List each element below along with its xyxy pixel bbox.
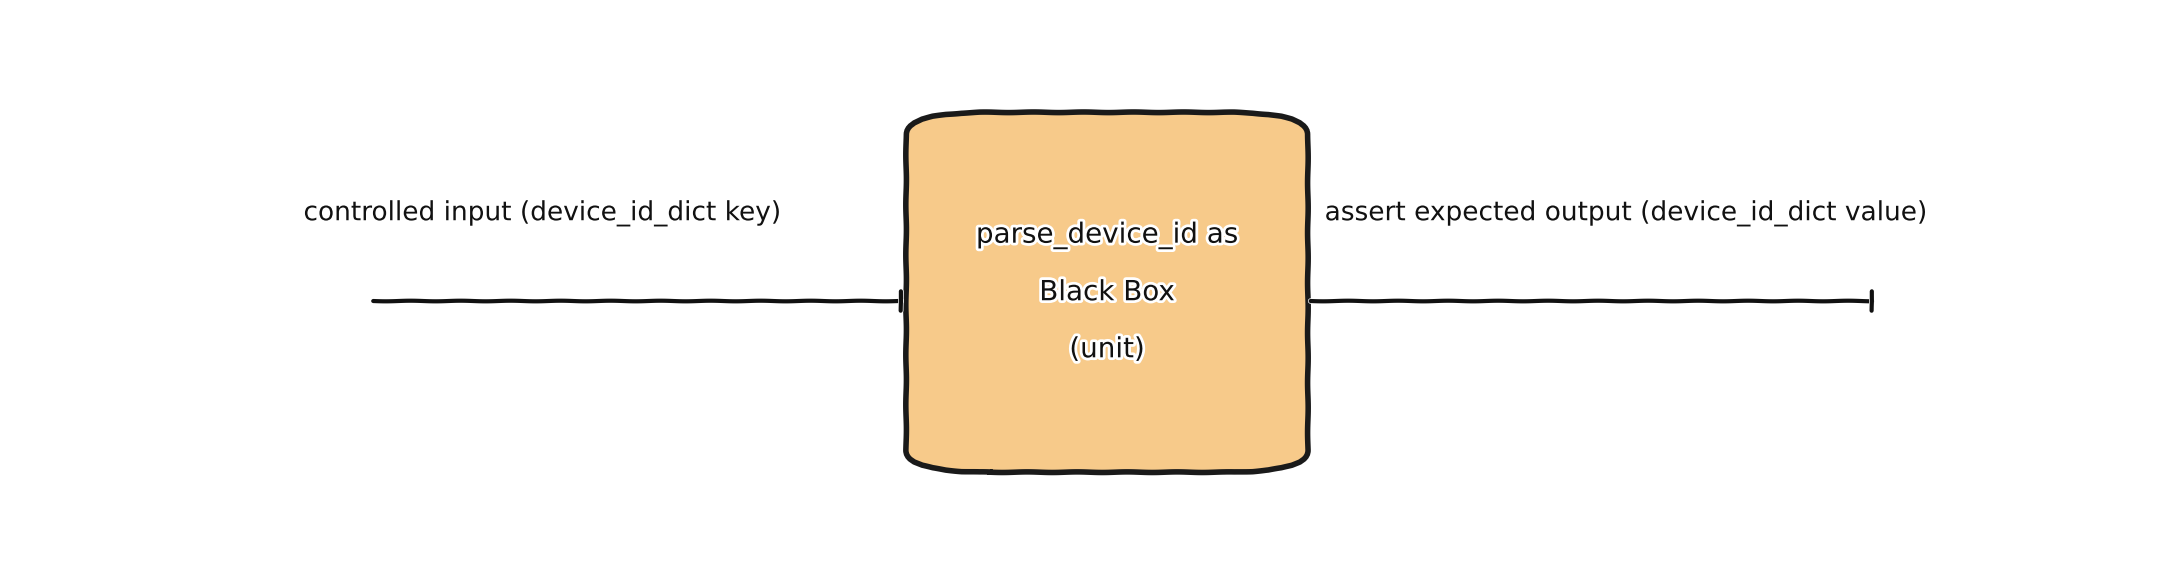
Text: Black Box: Black Box [1039, 278, 1175, 306]
FancyBboxPatch shape [907, 112, 1307, 472]
Text: (unit): (unit) [1069, 335, 1145, 363]
Text: assert expected output (device_id_dict value): assert expected output (device_id_dict v… [1324, 200, 1929, 226]
Text: parse_device_id as: parse_device_id as [976, 221, 1238, 250]
Text: controlled input (device_id_dict key): controlled input (device_id_dict key) [302, 200, 782, 226]
